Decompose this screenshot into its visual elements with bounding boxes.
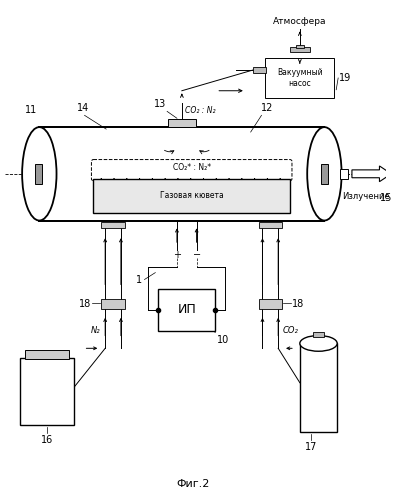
Ellipse shape xyxy=(307,127,342,220)
Ellipse shape xyxy=(300,336,337,351)
Text: 16: 16 xyxy=(40,435,53,445)
Text: 14: 14 xyxy=(77,104,90,114)
Text: Атмосфера: Атмосфера xyxy=(273,17,327,26)
Bar xyxy=(321,164,328,184)
Bar xyxy=(312,332,324,336)
Bar xyxy=(259,299,282,309)
Text: 18: 18 xyxy=(292,299,304,309)
Bar xyxy=(25,350,69,359)
Text: 11: 11 xyxy=(25,106,38,116)
Bar xyxy=(296,44,304,48)
Text: Фиг.2: Фиг.2 xyxy=(176,479,209,489)
Bar xyxy=(265,58,334,98)
Bar xyxy=(20,358,74,425)
Bar xyxy=(300,344,337,432)
Text: 1: 1 xyxy=(136,276,143,285)
Bar xyxy=(35,164,42,184)
Text: Газовая кювета: Газовая кювета xyxy=(160,191,224,200)
Text: 17: 17 xyxy=(305,442,317,452)
Text: Излучение: Излучение xyxy=(342,192,389,200)
Bar xyxy=(39,127,324,220)
Bar xyxy=(259,222,282,228)
Bar xyxy=(340,169,348,178)
Text: CO₂ : N₂: CO₂ : N₂ xyxy=(185,106,215,115)
Text: ИП: ИП xyxy=(177,304,196,316)
Bar xyxy=(290,48,310,52)
Text: 18: 18 xyxy=(79,299,92,309)
Text: 13: 13 xyxy=(154,100,166,110)
Text: 19: 19 xyxy=(339,73,351,83)
Bar xyxy=(101,222,125,228)
Text: +: + xyxy=(173,250,181,260)
Ellipse shape xyxy=(22,127,57,220)
Bar xyxy=(168,120,196,127)
Text: −: − xyxy=(193,250,201,260)
Text: CO₂* : N₂*: CO₂* : N₂* xyxy=(173,163,211,172)
Bar xyxy=(94,178,290,212)
Text: CO₂: CO₂ xyxy=(283,326,299,335)
Bar xyxy=(101,299,125,309)
Text: 12: 12 xyxy=(261,104,273,114)
Text: N₂: N₂ xyxy=(91,326,100,335)
Text: Вакуумный
насос: Вакуумный насос xyxy=(277,68,323,87)
Text: 10: 10 xyxy=(217,334,230,344)
FancyArrow shape xyxy=(352,166,391,182)
Bar xyxy=(253,67,266,73)
Bar xyxy=(158,290,215,331)
Text: 15: 15 xyxy=(380,194,392,203)
